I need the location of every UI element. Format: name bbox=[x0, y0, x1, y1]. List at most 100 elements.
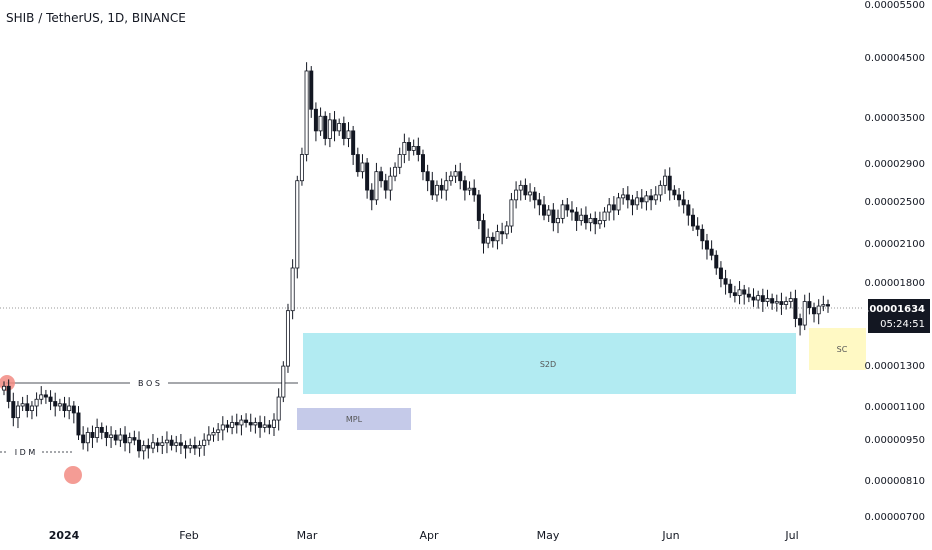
candle-body bbox=[667, 175, 672, 191]
candle-body bbox=[644, 195, 649, 203]
candle-body bbox=[816, 305, 821, 315]
candle-body bbox=[85, 432, 90, 444]
candle-body bbox=[155, 442, 160, 446]
bos-annotation: B O S bbox=[0, 375, 298, 391]
candle-body bbox=[681, 199, 686, 206]
price-tick-11: 0.00000700 bbox=[865, 512, 925, 523]
candle-body bbox=[71, 405, 76, 414]
price-tick-5: 0.00002100 bbox=[865, 239, 925, 250]
candle-body bbox=[560, 204, 565, 219]
candle-body bbox=[48, 396, 53, 402]
last-price-badge bbox=[868, 299, 930, 333]
candle-body bbox=[611, 204, 616, 211]
time-scale[interactable]: 2024 Feb Mar Apr May Jun Jul bbox=[49, 529, 799, 542]
candle-body bbox=[462, 180, 467, 191]
candle-body bbox=[407, 142, 412, 151]
candle-body bbox=[290, 267, 295, 312]
candle-body bbox=[686, 204, 691, 216]
price-tick-4: 0.00002500 bbox=[865, 197, 925, 208]
candle-body bbox=[751, 296, 756, 301]
candle-body bbox=[416, 146, 421, 155]
candle-body bbox=[565, 204, 570, 211]
candle-body bbox=[528, 191, 533, 196]
time-tick-jun: Jun bbox=[661, 529, 679, 542]
candle-body bbox=[718, 267, 723, 280]
candle-body bbox=[118, 434, 123, 441]
candle-body bbox=[90, 432, 95, 438]
candle-body bbox=[551, 209, 556, 224]
candle-body bbox=[732, 292, 737, 297]
s2d-zone bbox=[303, 333, 796, 394]
candle-body bbox=[351, 130, 356, 155]
candle-body bbox=[621, 194, 626, 199]
candle-body bbox=[160, 442, 165, 446]
candle-body bbox=[537, 199, 542, 206]
time-tick-2024: 2024 bbox=[49, 529, 80, 542]
candle-body bbox=[150, 442, 155, 449]
candle-body bbox=[509, 199, 514, 227]
candle-body bbox=[109, 434, 114, 438]
candle-body bbox=[25, 403, 30, 412]
candle-body bbox=[788, 298, 793, 302]
candle-body bbox=[579, 214, 584, 221]
candle-body bbox=[43, 394, 48, 398]
zones-layer: S2D MPL SC bbox=[297, 328, 866, 430]
sc-zone bbox=[809, 328, 866, 370]
candle-body bbox=[616, 197, 621, 211]
candle-body bbox=[39, 394, 44, 400]
candle-body bbox=[486, 236, 491, 244]
price-tick-9: 0.00000950 bbox=[865, 435, 925, 446]
time-tick-mar: Mar bbox=[297, 529, 318, 542]
candle-body bbox=[495, 231, 500, 242]
candle-body bbox=[430, 180, 435, 196]
candle-body bbox=[174, 442, 179, 446]
candle-body bbox=[434, 184, 439, 196]
candle-body bbox=[425, 171, 430, 182]
candle-body bbox=[304, 70, 309, 155]
candle-body bbox=[420, 154, 425, 173]
time-tick-feb: Feb bbox=[179, 529, 198, 542]
candle-body bbox=[723, 278, 728, 285]
candle-body bbox=[476, 194, 481, 221]
candle-body bbox=[6, 385, 11, 402]
candle-body bbox=[258, 422, 263, 428]
candle-body bbox=[672, 189, 677, 196]
candle-body bbox=[337, 123, 342, 132]
candle-body bbox=[318, 115, 323, 132]
candle-body bbox=[141, 445, 146, 452]
candle-body bbox=[704, 240, 709, 250]
candle-body bbox=[439, 184, 444, 191]
candle-body bbox=[253, 422, 258, 426]
candle-body bbox=[555, 217, 560, 224]
candle-body bbox=[574, 211, 579, 221]
candle-body bbox=[393, 166, 398, 177]
candle-body bbox=[383, 180, 388, 191]
candle-body bbox=[588, 217, 593, 224]
price-tick-10: 0.00000810 bbox=[865, 476, 925, 487]
candle-body bbox=[127, 437, 132, 444]
candle-body bbox=[597, 220, 602, 225]
candle-body bbox=[34, 398, 39, 407]
idm-marker bbox=[64, 466, 82, 484]
candle-body bbox=[192, 445, 197, 449]
price-scale[interactable]: 0.00005500 0.00004500 0.00003500 0.00002… bbox=[859, 0, 930, 523]
candle-body bbox=[779, 301, 784, 305]
candle-body bbox=[523, 184, 528, 196]
time-tick-apr: Apr bbox=[419, 529, 439, 542]
candle-body bbox=[630, 199, 635, 206]
candle-body bbox=[234, 422, 239, 426]
candle-body bbox=[807, 301, 812, 308]
idm-annotation: I D M bbox=[0, 448, 82, 484]
candle-body bbox=[663, 175, 668, 186]
candle-body bbox=[113, 434, 118, 441]
candle-body bbox=[202, 439, 207, 446]
candle-body bbox=[714, 254, 719, 269]
candle-body bbox=[700, 228, 705, 242]
candle-body bbox=[188, 445, 193, 449]
candle-body bbox=[444, 180, 449, 191]
candle-body bbox=[137, 439, 142, 452]
candle-body bbox=[826, 304, 831, 307]
chart-title: SHIB / TetherUS, 1D, BINANCE bbox=[6, 11, 186, 25]
candle-body bbox=[272, 419, 277, 428]
